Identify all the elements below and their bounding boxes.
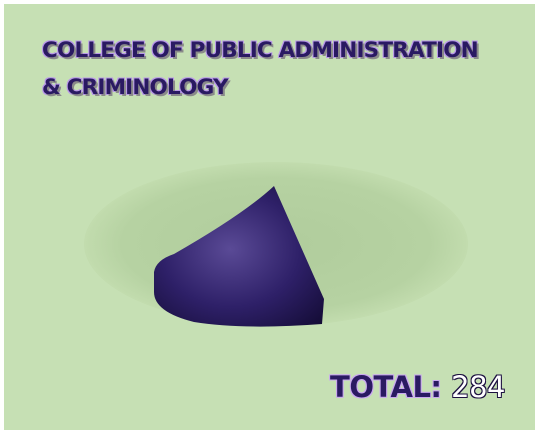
pie-chart (84, 162, 468, 327)
pie-slice-0 (154, 186, 324, 327)
title-line-1: COLLEGE OF PUBLIC ADMINISTRATION (42, 38, 479, 63)
title-line-2: & CRIMINOLOGY (42, 75, 229, 100)
chart-title: COLLEGE OF PUBLIC ADMINISTRATION & CRIMI… (42, 32, 522, 106)
total-value: 284 (451, 370, 505, 404)
chart-panel: COLLEGE OF PUBLIC ADMINISTRATION & CRIMI… (4, 4, 535, 430)
total-label: TOTAL: (330, 370, 442, 404)
total-label-group: TOTAL: 284 (330, 370, 505, 404)
